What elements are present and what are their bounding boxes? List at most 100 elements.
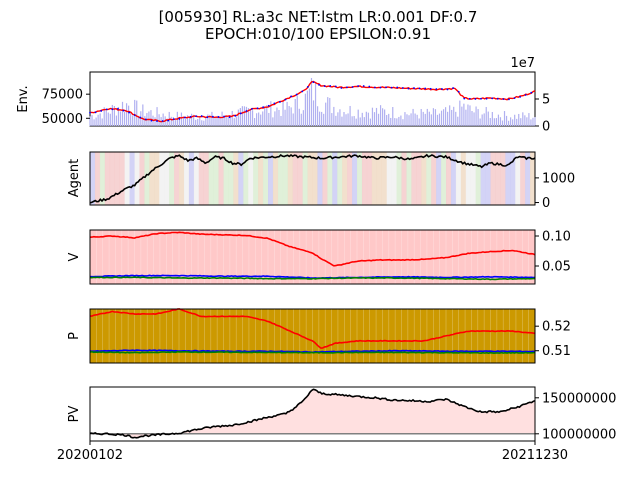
volume-bar	[174, 120, 176, 126]
agent-action-band	[109, 152, 116, 205]
agent-action-band	[332, 152, 338, 205]
volume-bar	[438, 113, 441, 126]
volume-bar	[505, 115, 508, 126]
agent-action-band	[174, 152, 180, 205]
volume-bar	[101, 118, 103, 126]
volume-bar	[339, 109, 341, 126]
p-ytick-label: 0.52	[542, 320, 571, 335]
env-secondary-scale-label: 1e7	[510, 56, 535, 71]
volume-bar	[117, 107, 120, 126]
agent-ytick-label: 0	[542, 196, 550, 211]
agent-action-band	[183, 152, 190, 205]
v-ytick-label: 0.05	[542, 260, 571, 275]
volume-bar	[308, 88, 311, 126]
volume-bar	[451, 109, 453, 126]
price-point	[262, 106, 265, 109]
volume-bar	[243, 106, 246, 126]
volume-bar	[264, 106, 266, 126]
agent-action-band	[460, 152, 467, 205]
p-green-line	[89, 350, 536, 355]
agent-action-band	[421, 152, 427, 205]
agent-action-band	[455, 152, 462, 205]
volume-bar	[310, 77, 313, 126]
agent-action-band	[272, 152, 279, 205]
volume-bar	[404, 112, 406, 126]
price-point	[401, 87, 404, 89]
agent-plot-content: 1000 0	[89, 152, 575, 211]
price-point	[429, 87, 432, 90]
volume-bar	[467, 104, 469, 126]
volume-bar	[359, 117, 361, 126]
price-point	[161, 120, 164, 122]
agent-stock-line	[89, 153, 536, 204]
pv-ylabel: PV	[67, 406, 82, 423]
price-line	[90, 80, 536, 123]
agent-action-band	[253, 152, 259, 205]
price-point	[245, 110, 248, 112]
agent-action-band	[223, 152, 229, 205]
volume-bar	[251, 110, 254, 126]
volume-bar	[453, 106, 455, 126]
volume-bar	[93, 119, 95, 126]
price-point	[524, 94, 527, 96]
price-point	[301, 90, 304, 93]
volume-bar	[357, 109, 359, 126]
volume-bar	[199, 116, 201, 126]
volume-bar	[377, 113, 380, 126]
volume-bar	[390, 117, 392, 126]
price-point	[105, 108, 108, 111]
volume-bar	[388, 113, 390, 126]
env-ytick-label: 75000	[42, 88, 83, 103]
agent-action-band	[228, 152, 234, 205]
volume-bar	[444, 107, 447, 126]
price-point	[502, 98, 505, 101]
volume-bar	[219, 116, 221, 126]
price-point	[351, 86, 354, 88]
price-point	[452, 87, 454, 89]
price-point	[318, 83, 320, 86]
volume-bar	[225, 115, 227, 126]
volume-bar	[379, 105, 382, 126]
price-point	[94, 111, 97, 114]
agent-action-band	[520, 152, 526, 205]
volume-bar	[534, 117, 536, 126]
volume-bar	[477, 109, 479, 126]
volume-bar	[245, 106, 248, 126]
volume-bar	[323, 113, 325, 126]
price-point	[133, 114, 136, 117]
price-point	[117, 107, 119, 110]
pv-ytick-label: 150000000	[542, 391, 616, 406]
price-point	[251, 108, 253, 110]
price-point	[435, 88, 438, 90]
agent-action-band	[129, 152, 135, 205]
agent-action-band	[282, 152, 289, 205]
price-point	[111, 108, 114, 111]
agent-action-band	[94, 152, 101, 205]
volume-bar	[501, 120, 504, 126]
volume-bar	[215, 116, 217, 126]
v-ytick-label: 0.10	[542, 230, 571, 245]
price-point	[100, 110, 103, 112]
price-point	[279, 101, 281, 103]
agent-action-band	[366, 152, 373, 205]
chart-title-line2: EPOCH:010/100 EPSILON:0.91	[205, 25, 431, 43]
price-point	[340, 87, 343, 89]
p-panel: 0.52 0.51 P	[67, 308, 571, 364]
agent-action-band	[248, 152, 254, 205]
agent-action-band	[258, 152, 264, 205]
volume-bar	[510, 117, 512, 126]
volume-bar	[113, 106, 115, 126]
price-point	[424, 87, 427, 90]
agent-action-band	[327, 152, 333, 205]
pv-line	[90, 388, 536, 439]
env-plot-content: 75000 50000 5 0	[42, 77, 550, 135]
agent-action-band	[144, 152, 150, 205]
volume-bar	[209, 114, 211, 126]
volume-bar	[367, 112, 369, 126]
price-point	[89, 111, 91, 114]
agent-action-band	[154, 152, 160, 205]
volume-bar	[479, 118, 481, 126]
volume-bar	[530, 119, 532, 126]
volume-bar	[227, 117, 229, 126]
